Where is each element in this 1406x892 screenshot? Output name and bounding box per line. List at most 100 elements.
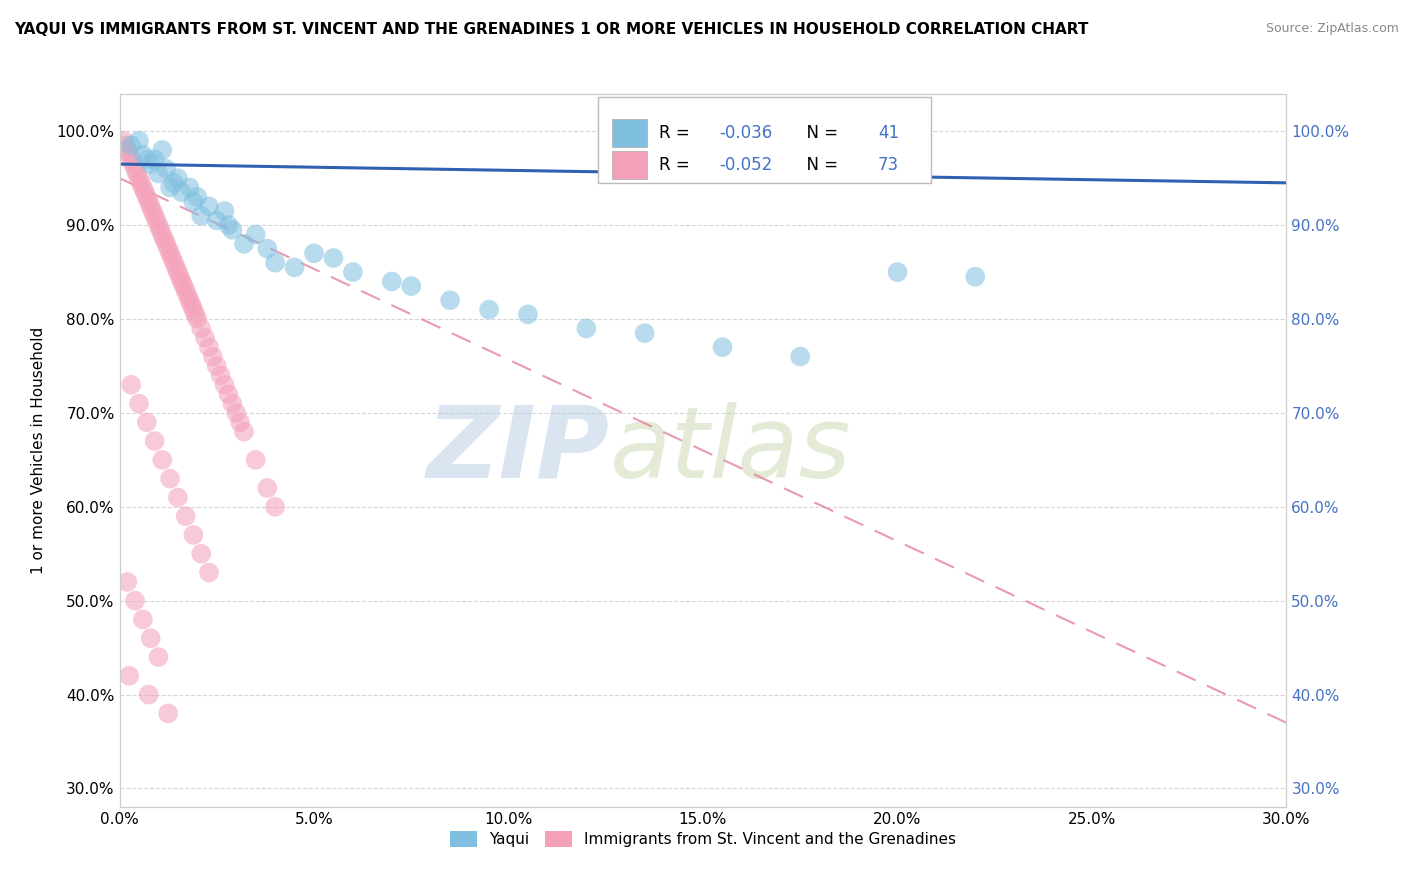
Point bbox=[180, 298, 202, 312]
Point bbox=[135, 190, 157, 204]
Text: N =: N = bbox=[796, 156, 844, 174]
Text: R =: R = bbox=[658, 156, 695, 174]
Point bbox=[117, 574, 139, 589]
Text: YAQUI VS IMMIGRANTS FROM ST. VINCENT AND THE GRENADINES 1 OR MORE VEHICLES IN HO: YAQUI VS IMMIGRANTS FROM ST. VINCENT AND… bbox=[14, 22, 1088, 37]
Point bbox=[179, 293, 201, 308]
Point bbox=[149, 223, 172, 237]
Text: -0.036: -0.036 bbox=[720, 124, 772, 142]
Point bbox=[132, 612, 155, 626]
Point bbox=[138, 688, 160, 702]
Bar bbox=[612, 119, 647, 147]
Point bbox=[439, 293, 461, 308]
Point bbox=[174, 284, 197, 298]
Point bbox=[264, 255, 287, 269]
Text: R =: R = bbox=[658, 124, 695, 142]
Point bbox=[153, 232, 176, 246]
Point bbox=[183, 528, 205, 542]
Point bbox=[225, 406, 247, 420]
Point bbox=[886, 265, 908, 279]
Point bbox=[114, 138, 136, 153]
Point bbox=[160, 251, 183, 265]
Point bbox=[176, 288, 198, 302]
Point bbox=[245, 227, 267, 242]
Text: 73: 73 bbox=[877, 156, 900, 174]
Point bbox=[221, 223, 243, 237]
Point bbox=[148, 166, 170, 180]
Point bbox=[139, 157, 162, 171]
Point bbox=[122, 157, 145, 171]
Point bbox=[633, 326, 655, 340]
Point bbox=[150, 453, 173, 467]
Text: 41: 41 bbox=[877, 124, 900, 142]
Point bbox=[217, 218, 239, 232]
Point bbox=[478, 302, 501, 317]
Point bbox=[221, 396, 243, 410]
Point bbox=[245, 453, 267, 467]
Point bbox=[198, 566, 221, 580]
Point bbox=[173, 279, 195, 293]
Point bbox=[209, 368, 232, 383]
Point bbox=[322, 251, 344, 265]
Point bbox=[575, 321, 598, 335]
Point bbox=[198, 340, 221, 354]
Point bbox=[381, 275, 404, 289]
Point bbox=[120, 153, 142, 167]
Bar bbox=[598, 97, 931, 183]
Point bbox=[143, 434, 166, 448]
Point bbox=[166, 265, 188, 279]
Point bbox=[112, 134, 135, 148]
Point bbox=[194, 331, 217, 345]
Point bbox=[170, 275, 193, 289]
Text: N =: N = bbox=[796, 124, 844, 142]
Point bbox=[124, 593, 146, 607]
Point bbox=[157, 706, 180, 721]
Point bbox=[166, 491, 188, 505]
Text: Source: ZipAtlas.com: Source: ZipAtlas.com bbox=[1265, 22, 1399, 36]
Point bbox=[233, 425, 256, 439]
Legend: Yaqui, Immigrants from St. Vincent and the Grenadines: Yaqui, Immigrants from St. Vincent and t… bbox=[443, 825, 963, 853]
Point bbox=[117, 143, 139, 157]
Point bbox=[229, 415, 252, 429]
Point bbox=[233, 236, 256, 251]
Point bbox=[118, 147, 141, 161]
Point bbox=[711, 340, 734, 354]
Point bbox=[120, 138, 142, 153]
Point bbox=[120, 377, 142, 392]
Point bbox=[186, 312, 208, 326]
Point bbox=[214, 204, 236, 219]
Point bbox=[183, 302, 205, 317]
Point bbox=[148, 218, 170, 232]
Point bbox=[150, 227, 173, 242]
Point bbox=[179, 180, 201, 194]
Point bbox=[163, 255, 186, 269]
Point bbox=[186, 190, 208, 204]
Point bbox=[135, 415, 157, 429]
Point bbox=[159, 472, 181, 486]
Point bbox=[150, 143, 173, 157]
Y-axis label: 1 or more Vehicles in Household: 1 or more Vehicles in Household bbox=[31, 326, 45, 574]
Point bbox=[145, 213, 167, 227]
Point bbox=[174, 509, 197, 524]
Point bbox=[159, 180, 181, 194]
Point bbox=[139, 199, 162, 213]
Point bbox=[159, 246, 181, 260]
Text: -0.052: -0.052 bbox=[720, 156, 772, 174]
Point bbox=[129, 176, 152, 190]
Point bbox=[517, 307, 540, 321]
Point bbox=[138, 194, 160, 209]
Point bbox=[789, 350, 811, 364]
Text: atlas: atlas bbox=[610, 402, 851, 499]
Point bbox=[256, 481, 278, 495]
Point bbox=[135, 153, 157, 167]
Point bbox=[264, 500, 287, 514]
Point bbox=[155, 236, 177, 251]
Point bbox=[163, 176, 186, 190]
Point bbox=[205, 213, 228, 227]
Point bbox=[170, 186, 193, 200]
Point bbox=[118, 669, 141, 683]
Point bbox=[128, 396, 150, 410]
Point bbox=[190, 321, 212, 335]
Point bbox=[256, 242, 278, 256]
Point bbox=[124, 161, 146, 176]
Point bbox=[128, 171, 150, 186]
